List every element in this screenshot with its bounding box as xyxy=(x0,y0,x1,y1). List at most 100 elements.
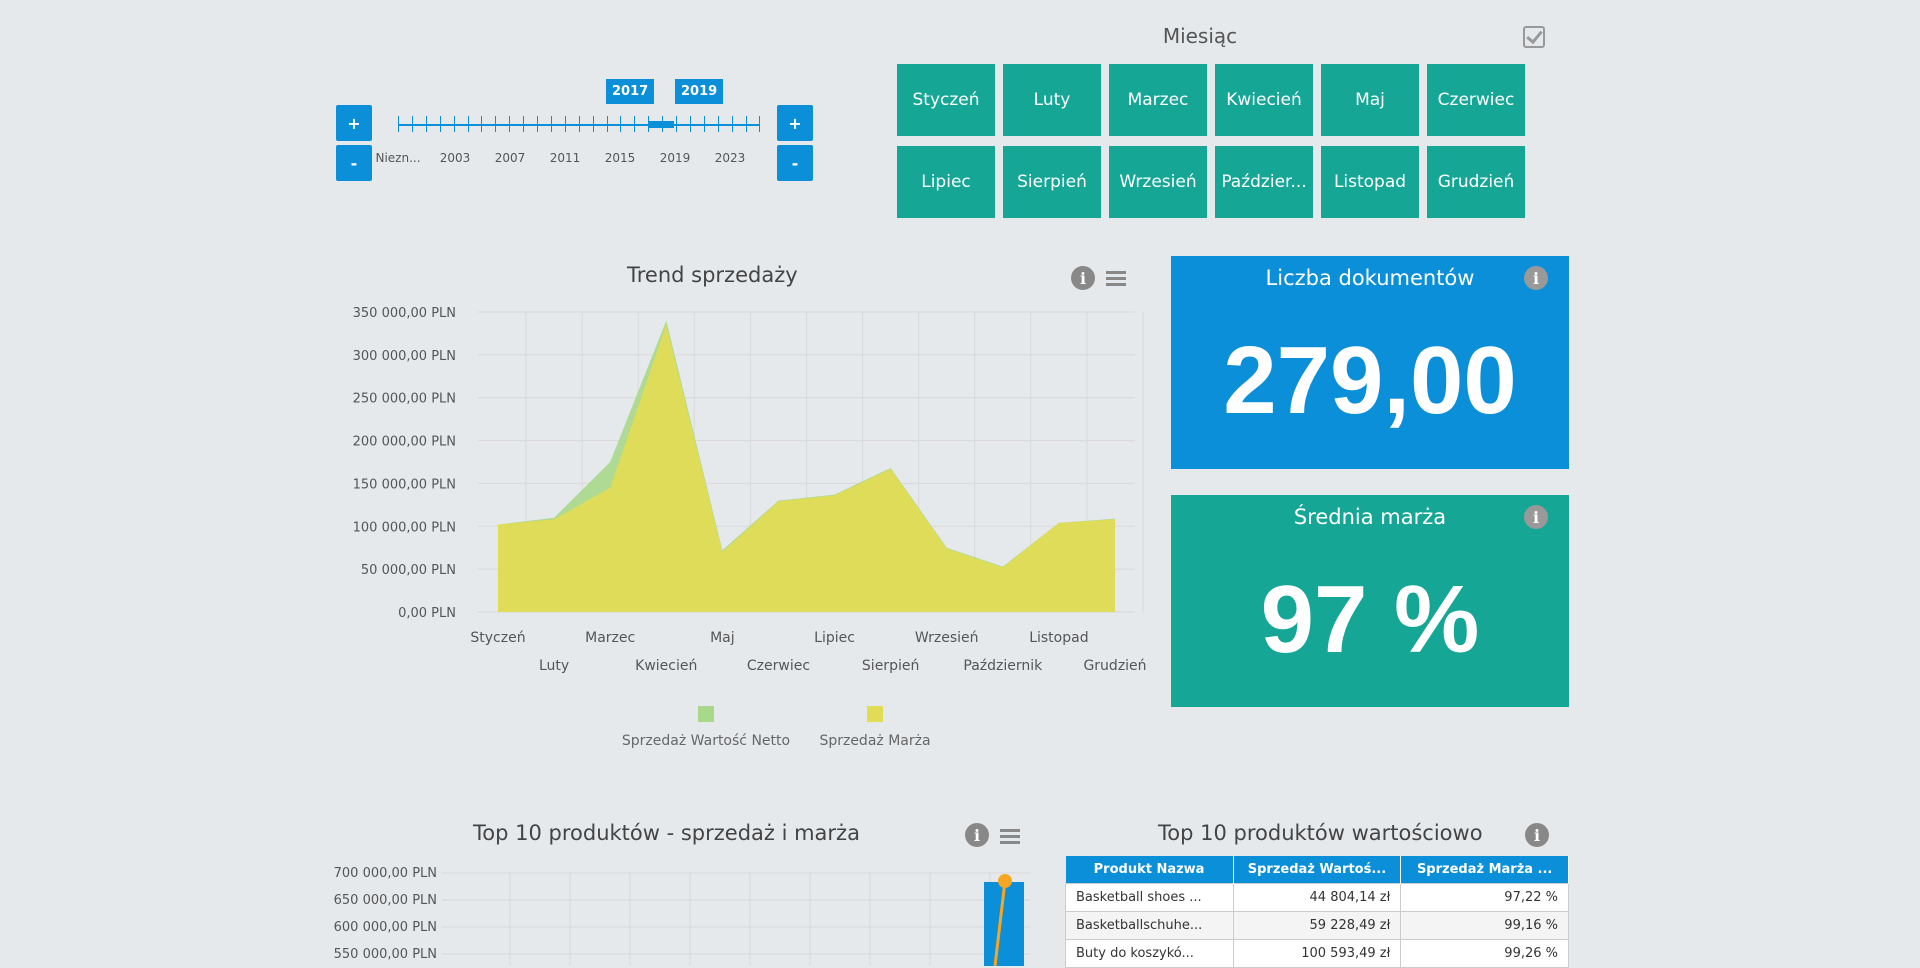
timeline-label: Niezn... xyxy=(375,151,421,165)
top10-table-info-icon[interactable]: i xyxy=(1525,823,1549,847)
select-all-checkbox-icon[interactable] xyxy=(1523,26,1545,48)
timeline-tick xyxy=(620,116,622,132)
legend-label[interactable]: Sprzedaż Marża xyxy=(819,733,930,749)
top10-y-tick: 550 000,00 PLN xyxy=(334,947,437,962)
month-button[interactable]: Styczeń xyxy=(897,64,995,136)
table-cell: Basketball shoes ... xyxy=(1065,882,1234,912)
trend-chart: 0,00 PLN 50 000,00 PLN 100 000,00 PLN 150 0… xyxy=(353,306,1147,749)
x-tick-label: Listopad xyxy=(1029,630,1088,646)
timeline-label: 2019 xyxy=(659,151,691,165)
top10-margin-point[interactable] xyxy=(998,874,1012,888)
month-button[interactable]: Luty xyxy=(1003,64,1101,136)
top10-info-icon[interactable]: i xyxy=(965,823,989,847)
trend-chart-title: Trend sprzedaży xyxy=(627,263,798,287)
month-button[interactable]: Wrzesień xyxy=(1109,146,1207,218)
timeline-tick xyxy=(439,116,441,132)
top10-y-tick: 600 000,00 PLN xyxy=(334,920,437,935)
timeline-tick xyxy=(578,116,580,132)
kpi-average-margin-title: Średnia marża xyxy=(1293,505,1447,529)
table-cell: 100 593,49 zł xyxy=(1232,938,1402,968)
kpi-average-margin: Średnia marża i 97 % xyxy=(1171,495,1569,707)
timeline-label: 2023 xyxy=(714,151,746,165)
timeline-right-plus-button[interactable]: + xyxy=(777,105,813,141)
month-button[interactable]: Sierpień xyxy=(1003,146,1101,218)
table-cell: Buty do koszykó... xyxy=(1065,938,1234,968)
month-button[interactable]: Czerwiec xyxy=(1427,64,1525,136)
x-tick-label: Grudzień xyxy=(1083,658,1146,674)
timeline-tick xyxy=(453,116,455,132)
area-series-2[interactable] xyxy=(498,324,1115,612)
month-filter-title: Miesiąc xyxy=(1162,24,1238,48)
top10-y-tick: 650 000,00 PLN xyxy=(334,893,437,908)
legend-swatch[interactable] xyxy=(867,706,883,722)
timeline-tick xyxy=(634,116,636,132)
table-cell: 99,26 % xyxy=(1400,938,1569,968)
y-tick-label: 100 000,00 PLN xyxy=(353,520,456,535)
kpi-document-count-info-icon[interactable]: i xyxy=(1524,266,1548,290)
trend-info-icon[interactable]: i xyxy=(1071,266,1095,290)
top10-chart: 700 000,00 PLN 650 000,00 PLN 600 000,00… xyxy=(334,866,1030,966)
table-header[interactable]: Sprzedaż Marża ... xyxy=(1400,856,1569,883)
table-header[interactable]: Produkt Nazwa xyxy=(1065,856,1234,883)
x-tick-label: Marzec xyxy=(585,630,635,646)
timeline-tick xyxy=(411,116,413,132)
timeline-tick xyxy=(481,116,483,132)
timeline-tick xyxy=(731,116,733,132)
timeline-left-minus-button[interactable]: - xyxy=(336,145,372,181)
table-row[interactable]: Basketballschuhe... 59 228,49 zł 99,16 % xyxy=(1065,910,1569,940)
timeline-label: 2003 xyxy=(439,151,471,165)
y-tick-label: 300 000,00 PLN xyxy=(353,349,456,364)
x-tick-label: Październik xyxy=(963,658,1043,674)
kpi-average-margin-info-icon[interactable]: i xyxy=(1524,505,1548,529)
table-cell: 59 228,49 zł xyxy=(1232,910,1402,940)
timeline-tick xyxy=(745,116,747,132)
timeline-tick xyxy=(759,116,761,132)
x-tick-label: Wrzesień xyxy=(915,630,979,646)
y-tick-label: 0,00 PLN xyxy=(398,606,456,621)
timeline-tick xyxy=(703,116,705,132)
table-row[interactable]: Buty do koszykó... 100 593,49 zł 99,26 % xyxy=(1065,938,1569,968)
month-button[interactable]: Paździer... xyxy=(1215,146,1313,218)
timeline-label: 2007 xyxy=(494,151,526,165)
x-tick-label: Sierpień xyxy=(862,658,919,674)
timeline-tick xyxy=(550,116,552,132)
timeline-tick xyxy=(523,116,525,132)
kpi-document-count-value: 279,00 xyxy=(1223,327,1517,434)
month-button[interactable]: Marzec xyxy=(1109,64,1207,136)
month-button[interactable]: Listopad xyxy=(1321,146,1419,218)
top10-menu-icon[interactable] xyxy=(1000,829,1020,845)
timeline-selected-range[interactable] xyxy=(648,121,674,128)
table-header[interactable]: Sprzedaż Wartoś... xyxy=(1233,856,1402,883)
timeline-start-flag[interactable]: 2017 xyxy=(606,79,655,104)
timeline-tick xyxy=(467,116,469,132)
top10-margin-line xyxy=(993,880,1007,966)
y-tick-label: 350 000,00 PLN xyxy=(353,306,456,321)
x-tick-label: Maj xyxy=(710,630,735,646)
timeline-tick xyxy=(398,116,399,132)
kpi-document-count: Liczba dokumentów i 279,00 xyxy=(1171,256,1569,469)
x-tick-label: Lipiec xyxy=(814,630,855,646)
timeline-left-plus-button[interactable]: + xyxy=(336,105,372,141)
timeline-right-minus-button[interactable]: - xyxy=(777,145,813,181)
timeline-tick xyxy=(537,116,538,132)
month-button[interactable]: Kwiecień xyxy=(1215,64,1313,136)
top10-table-title: Top 10 produktów wartościowo xyxy=(1158,821,1483,845)
kpi-document-count-title: Liczba dokumentów xyxy=(1265,266,1475,290)
legend-label[interactable]: Sprzedaż Wartość Netto xyxy=(622,733,790,749)
x-tick-label: Luty xyxy=(539,658,569,674)
table-cell: 44 804,14 zł xyxy=(1232,882,1402,912)
month-button[interactable]: Lipiec xyxy=(897,146,995,218)
month-button[interactable]: Maj xyxy=(1321,64,1419,136)
timeline-tick xyxy=(592,116,594,132)
y-tick-label: 250 000,00 PLN xyxy=(353,392,456,407)
y-tick-label: 200 000,00 PLN xyxy=(353,435,456,450)
timeline-end-flag[interactable]: 2019 xyxy=(675,79,724,104)
top10-table: Produkt Nazwa Sprzedaż Wartoś... Sprzeda… xyxy=(1065,856,1569,968)
table-cell: 97,22 % xyxy=(1400,882,1569,912)
trend-menu-icon[interactable] xyxy=(1106,271,1126,287)
table-row[interactable]: Basketball shoes ... 44 804,14 zł 97,22 … xyxy=(1065,882,1569,912)
table-cell: 99,16 % xyxy=(1400,910,1569,940)
x-tick-label: Czerwiec xyxy=(747,658,810,674)
month-button[interactable]: Grudzień xyxy=(1427,146,1525,218)
legend-swatch[interactable] xyxy=(698,706,714,722)
